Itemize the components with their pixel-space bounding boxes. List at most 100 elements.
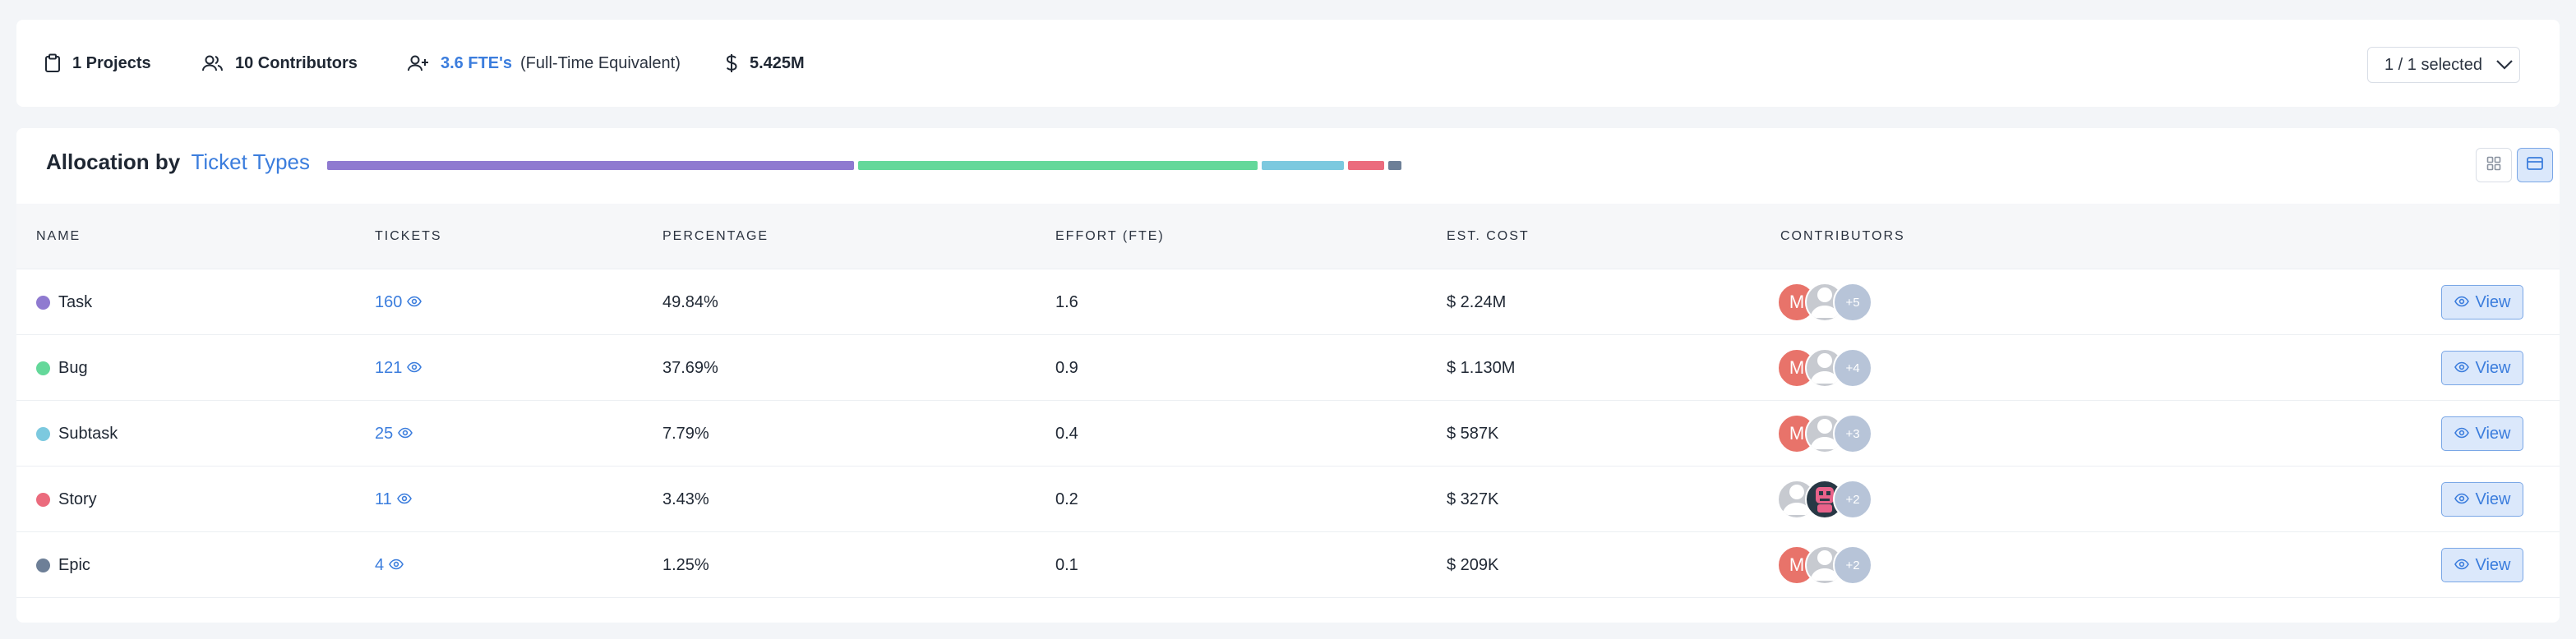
distribution-segment-story xyxy=(1347,161,1384,170)
type-color-dot xyxy=(36,426,50,441)
fte-value: 3.6 FTE's xyxy=(441,53,513,72)
more-contributors-count: +2 xyxy=(1845,492,1860,507)
more-contributors-count: +3 xyxy=(1845,426,1860,441)
eye-icon xyxy=(2454,490,2469,509)
more-contributors-badge[interactable]: +2 xyxy=(1833,545,1872,585)
view-button[interactable]: View xyxy=(2441,285,2523,320)
avatar-initial: M xyxy=(1789,554,1805,575)
tickets-link[interactable]: 25 xyxy=(375,401,413,467)
view-button[interactable]: View xyxy=(2441,351,2523,385)
summary-bar: 1 Projects 10 Contributors 3.6 FTE's (Fu… xyxy=(16,20,2560,107)
dollar-icon xyxy=(725,53,738,73)
avatar-initial: M xyxy=(1789,292,1805,312)
column-header-effort[interactable]: EFFORT (FTE) xyxy=(1055,229,1165,243)
table-row: Bug 121 37.69% 0.9 $ 1.130M M +4 View xyxy=(16,335,2560,401)
distribution-segment-subtask xyxy=(1261,161,1344,170)
user-placeholder-icon xyxy=(1807,547,1843,583)
effort-cell: 0.2 xyxy=(1055,490,1078,508)
type-color-dot xyxy=(36,361,50,375)
tickets-count: 121 xyxy=(375,358,403,377)
more-contributors-badge[interactable]: +4 xyxy=(1833,348,1872,388)
project-selector[interactable]: 1 / 1 selected xyxy=(2367,47,2520,83)
allocation-title: Allocation by Ticket Types xyxy=(46,149,310,175)
avatar-initial: M xyxy=(1789,357,1805,378)
tickets-link[interactable]: 4 xyxy=(375,532,404,598)
view-button-label: View xyxy=(2475,555,2511,574)
type-color-dot xyxy=(36,295,50,310)
eye-icon xyxy=(407,359,422,378)
tickets-count: 11 xyxy=(375,490,392,508)
tickets-link[interactable]: 121 xyxy=(375,335,422,401)
eye-icon xyxy=(398,425,413,444)
eye-icon xyxy=(396,490,412,509)
contributors-stat: 10 Contributors xyxy=(202,20,358,107)
column-header-cost[interactable]: EST. COST xyxy=(1447,229,1530,243)
contributors-cell: M +2 xyxy=(1777,532,1872,598)
view-button[interactable]: View xyxy=(2441,416,2523,451)
more-contributors-count: +5 xyxy=(1845,295,1860,310)
effort-cell: 1.6 xyxy=(1055,292,1078,311)
name-cell: Subtask xyxy=(36,401,118,467)
table-row: Story 11 3.43% 0.2 $ 327K +2 View xyxy=(16,467,2560,532)
name-cell: Task xyxy=(36,269,92,335)
type-name: Task xyxy=(58,292,93,311)
percentage-cell: 7.79% xyxy=(662,424,709,443)
contributors-cell: M +5 xyxy=(1777,269,1872,335)
more-contributors-badge[interactable]: +5 xyxy=(1833,283,1872,322)
column-header-tickets[interactable]: TICKETS xyxy=(375,229,442,243)
user-plus-icon xyxy=(408,54,429,72)
type-name: Bug xyxy=(58,358,88,377)
view-button-label: View xyxy=(2475,292,2511,311)
eye-icon xyxy=(2454,425,2469,444)
contributors-cell: M +4 xyxy=(1777,335,1872,401)
selector-label: 1 / 1 selected xyxy=(2384,55,2482,74)
percentage-cell: 1.25% xyxy=(662,555,709,574)
distribution-segment-task xyxy=(327,161,855,170)
column-header-name[interactable]: NAME xyxy=(36,229,81,243)
chevron-down-icon xyxy=(2495,59,2514,71)
more-contributors-count: +2 xyxy=(1845,558,1860,572)
tickets-count: 160 xyxy=(375,292,403,311)
view-button-label: View xyxy=(2475,358,2511,377)
eye-icon xyxy=(389,556,404,575)
name-cell: Epic xyxy=(36,532,90,598)
cost-cell: $ 587K xyxy=(1447,424,1499,443)
user-placeholder-icon xyxy=(1779,481,1815,517)
table-header: NAME TICKETS PERCENTAGE EFFORT (FTE) EST… xyxy=(16,204,2560,269)
type-name: Subtask xyxy=(58,424,118,443)
eye-icon xyxy=(407,293,422,312)
column-header-percentage[interactable]: PERCENTAGE xyxy=(662,229,769,243)
view-button[interactable]: View xyxy=(2441,482,2523,517)
allocation-header: Allocation by Ticket Types xyxy=(16,128,2560,204)
total-cost: 5.425M xyxy=(750,53,805,72)
tickets-link[interactable]: 160 xyxy=(375,269,422,335)
effort-cell: 0.9 xyxy=(1055,358,1078,377)
user-placeholder-icon xyxy=(1807,416,1843,452)
projects-count: 1 Projects xyxy=(72,53,151,72)
grid-view-button[interactable] xyxy=(2476,148,2512,182)
users-icon xyxy=(202,54,224,72)
contributors-cell: M +3 xyxy=(1777,401,1872,467)
column-header-contributors[interactable]: CONTRIBUTORS xyxy=(1780,229,1905,243)
eye-icon xyxy=(2454,556,2469,575)
cost-cell: $ 209K xyxy=(1447,555,1499,574)
more-contributors-badge[interactable]: +3 xyxy=(1833,414,1872,453)
more-contributors-count: +4 xyxy=(1845,361,1860,375)
type-name: Story xyxy=(58,490,97,508)
tickets-count: 4 xyxy=(375,555,385,574)
type-color-dot xyxy=(36,558,50,572)
effort-cell: 0.1 xyxy=(1055,555,1078,574)
name-cell: Story xyxy=(36,467,97,532)
type-color-dot xyxy=(36,492,50,507)
name-cell: Bug xyxy=(36,335,88,401)
table-row: Subtask 25 7.79% 0.4 $ 587K M +3 View xyxy=(16,401,2560,467)
allocation-title-text: Allocation by xyxy=(46,149,181,174)
view-button[interactable]: View xyxy=(2441,548,2523,582)
percentage-cell: 3.43% xyxy=(662,490,709,508)
fte-note: (Full-Time Equivalent) xyxy=(520,53,681,72)
ticket-types-link[interactable]: Ticket Types xyxy=(191,149,310,174)
card-view-button[interactable] xyxy=(2517,148,2553,182)
tickets-link[interactable]: 11 xyxy=(375,467,412,532)
more-contributors-badge[interactable]: +2 xyxy=(1833,480,1872,519)
avatar-initial: M xyxy=(1789,423,1805,444)
